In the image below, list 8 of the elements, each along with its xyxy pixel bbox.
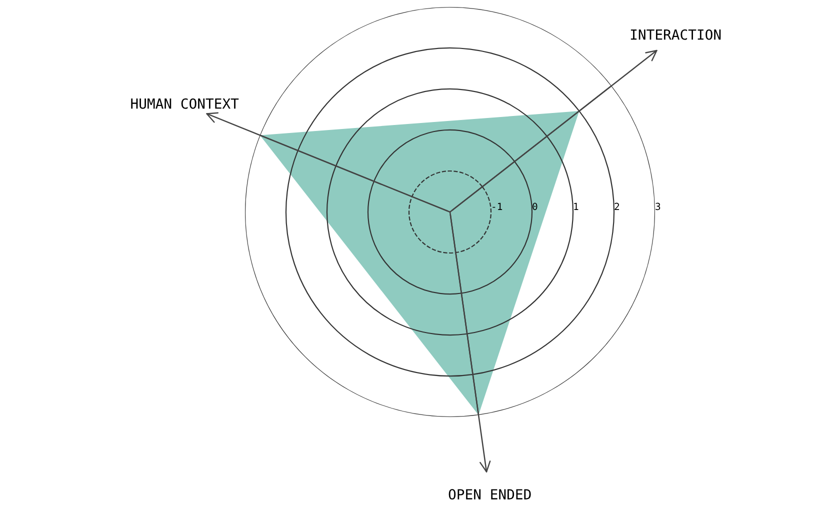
y-tick-label: -1 <box>492 202 502 210</box>
spoke-label: OPEN ENDED <box>448 489 531 500</box>
y-tick-label: 3 <box>656 202 660 210</box>
y-tick-label: 2 <box>614 202 620 210</box>
y-tick-label: 1 <box>574 202 578 210</box>
spoke-label: INTERACTION <box>630 29 721 40</box>
spoke-label: HUMAN CONTEXT <box>131 98 239 109</box>
y-tick-label: 0 <box>532 202 538 210</box>
